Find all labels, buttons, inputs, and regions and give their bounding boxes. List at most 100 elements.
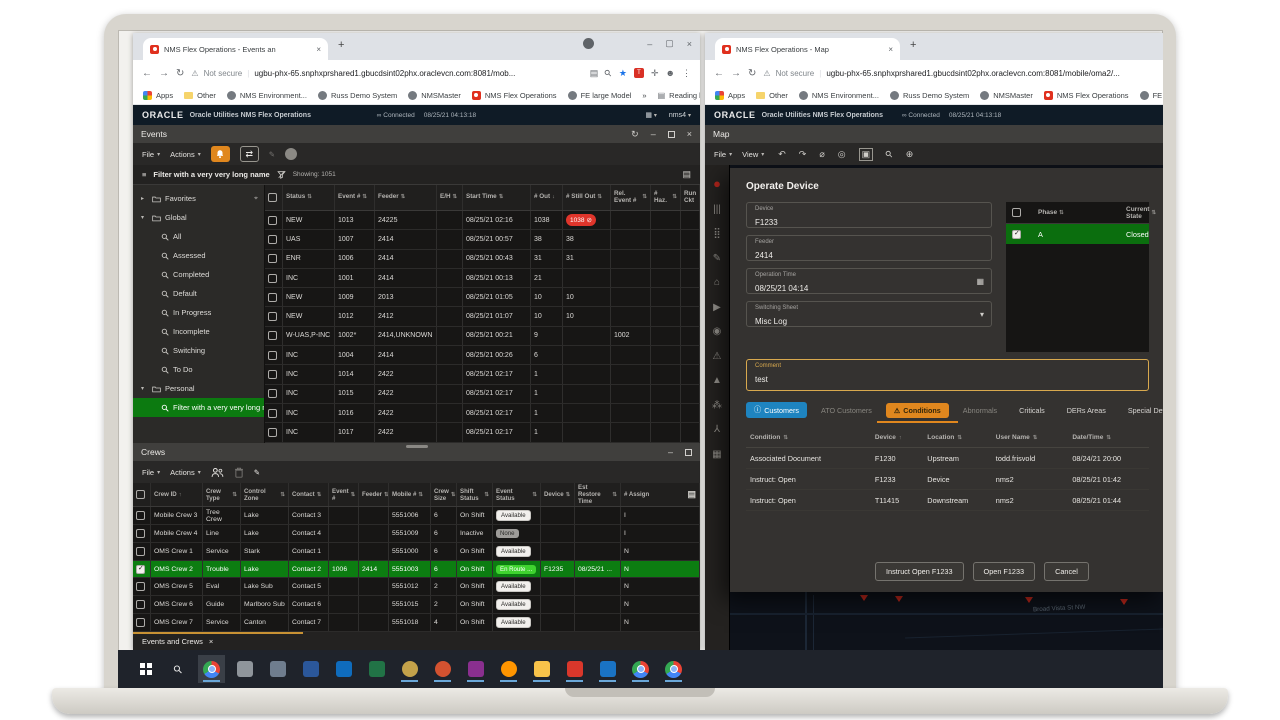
bookmark-star-icon[interactable]: ★: [618, 67, 627, 78]
bookmark-item[interactable]: NMSMaster: [980, 90, 1033, 100]
bookmark-item[interactable]: NMS Flex Operations: [1043, 90, 1129, 100]
tp-extension-icon[interactable]: T: [633, 68, 644, 78]
funnel-icon[interactable]: [276, 170, 286, 179]
tab-customers[interactable]: ⓘ Customers: [746, 402, 807, 418]
table-icon[interactable]: ▦: [712, 448, 722, 460]
event-row[interactable]: INC 1017 2422 08/25/21 02:17 1: [265, 423, 700, 443]
forward-icon[interactable]: →: [731, 67, 741, 79]
back-icon[interactable]: ←: [714, 67, 724, 79]
start-button[interactable]: [132, 655, 159, 683]
select-all-checkbox[interactable]: [1012, 208, 1021, 217]
chrome-update-icon[interactable]: [583, 38, 595, 49]
firefox-icon[interactable]: [495, 655, 522, 683]
crews-file-menu[interactable]: File ▾: [142, 467, 161, 477]
close-button[interactable]: ×: [686, 38, 692, 49]
app-gray-icon[interactable]: [231, 655, 258, 683]
map-device-symbol[interactable]: [895, 596, 903, 602]
row-checkbox[interactable]: [268, 331, 277, 341]
tab-criticals[interactable]: Criticals: [1019, 405, 1045, 415]
workspace-tab[interactable]: Events and Crews: [142, 636, 203, 646]
events-col-header[interactable]: E/H ⇅: [437, 185, 463, 210]
profile-icon[interactable]: ☻: [665, 68, 675, 78]
condition-row[interactable]: Instruct: Open T11415 Downstream nms2 08/25/…: [746, 490, 1149, 511]
event-row[interactable]: ENR 1006 2414 08/25/21 00:43 31 31: [265, 249, 700, 269]
row-checkbox[interactable]: [268, 312, 277, 322]
hide-icon[interactable]: ⌀: [819, 148, 825, 159]
bars-icon[interactable]: |||: [713, 203, 721, 215]
tree-item-global[interactable]: ▾ Global: [141, 213, 187, 222]
row-checkbox[interactable]: [268, 408, 277, 418]
reload-icon[interactable]: ↻: [176, 67, 185, 79]
bookmark-item[interactable]: Russ Demo System: [889, 90, 969, 100]
events-col-header[interactable]: Start Time ⇅: [463, 185, 531, 210]
trash-icon[interactable]: [234, 467, 244, 478]
condition-row[interactable]: Associated Document F1230 Upstream todd.fri…: [746, 448, 1149, 469]
row-checkbox[interactable]: [1012, 229, 1021, 239]
alert-icon[interactable]: ⚠: [712, 350, 722, 362]
conditions-col-header[interactable]: Device ↑: [874, 434, 902, 441]
tab-ato-customers[interactable]: ATO Customers: [820, 405, 872, 415]
crews-col-header[interactable]: Mobile # ⇅: [389, 483, 431, 507]
network-icon[interactable]: ⅄: [713, 424, 721, 435]
select-all-checkbox[interactable]: [268, 193, 277, 202]
undo-icon[interactable]: ↶: [778, 148, 786, 159]
crew-row[interactable]: Mobile Crew 4 Line Lake Contact 4 5551009 6 In…: [133, 524, 700, 543]
events-col-header[interactable]: # Still Out ⇅: [563, 185, 611, 210]
apps-grid-icon[interactable]: ▦ ▾: [645, 112, 657, 119]
bookmark-item[interactable]: NMSMaster: [408, 90, 461, 100]
bookmark-item[interactable]: NMS Flex Operations: [471, 90, 557, 100]
bookmark-item[interactable]: NMS Environment...: [226, 90, 307, 100]
tree-caret-icon[interactable]: ▾: [141, 386, 145, 392]
row-checkbox[interactable]: [268, 215, 277, 225]
tab-close-icon[interactable]: ×: [316, 44, 321, 54]
url-field[interactable]: ⚠ Not secure | ugbu-phx-65.snphxprshared…: [191, 68, 516, 78]
row-checkbox[interactable]: [268, 234, 277, 244]
row-checkbox[interactable]: [136, 600, 145, 610]
tab-conditions[interactable]: ⚠ Conditions: [876, 402, 958, 423]
person-icon[interactable]: ◉: [712, 326, 722, 337]
switching-sheet-select[interactable]: Switching Sheet Misc Log ▾: [746, 301, 992, 327]
events-actions-menu[interactable]: Actions ▾: [170, 149, 201, 159]
triangles-icon[interactable]: ▲: [712, 375, 722, 386]
operation-time-field[interactable]: Operation Time 08/25/21 04:14 ▦: [746, 268, 992, 294]
row-checkbox[interactable]: [136, 528, 145, 538]
map-file-menu[interactable]: File ▾: [714, 149, 733, 159]
map-device-symbol[interactable]: [1120, 599, 1128, 605]
tree-item-incomplete[interactable]: Incomplete: [133, 322, 264, 341]
tab-abnormals[interactable]: Abnormals: [962, 405, 998, 415]
excel-icon[interactable]: [363, 655, 390, 683]
map-device-symbol[interactable]: [860, 595, 868, 601]
crews-col-header[interactable]: Crew Type ⇅: [203, 483, 241, 507]
tree-item-assessed[interactable]: Assessed: [133, 246, 264, 265]
crews-people-icon[interactable]: [211, 467, 224, 478]
row-checkbox[interactable]: [268, 350, 277, 360]
tree-item-all[interactable]: All: [133, 227, 264, 246]
tree-item-default[interactable]: Default: [133, 284, 264, 303]
bookmark-item[interactable]: Other: [756, 91, 788, 100]
bookmark-item[interactable]: Apps: [715, 90, 745, 100]
bookmark-item[interactable]: ▤Reading list: [657, 90, 700, 100]
bookmark-item[interactable]: »: [642, 90, 647, 100]
row-checkbox[interactable]: [268, 427, 277, 437]
cancel-button[interactable]: Cancel: [1044, 562, 1089, 581]
crews-col-header[interactable]: Crew Size ⇅: [431, 483, 457, 507]
crowd-icon[interactable]: ⁂: [712, 399, 722, 411]
oracle-red-icon[interactable]: ●: [713, 176, 721, 191]
menu-kebab-icon[interactable]: ⋮: [682, 67, 691, 78]
file-explorer-icon[interactable]: [528, 655, 555, 683]
new-tab-button[interactable]: +: [338, 38, 345, 51]
viewer-icon[interactable]: ▣: [858, 147, 874, 161]
right-tab[interactable]: NMS Flex Operations - Map ×: [715, 38, 900, 60]
conditions-col-header[interactable]: Condition ⇅: [750, 434, 788, 441]
event-row[interactable]: INC 1014 2422 08/25/21 02:17 1: [265, 365, 700, 385]
table-settings-icon[interactable]: ▤: [682, 169, 691, 179]
crews-col-header[interactable]: Control Zone ⇅: [241, 483, 289, 507]
workspace-tab-close-icon[interactable]: ×: [208, 636, 214, 646]
maximize-panel-icon[interactable]: [667, 130, 675, 138]
crews-col-header[interactable]: Shift Status ⇅: [457, 483, 493, 507]
bookmark-item[interactable]: NMS Environment...: [798, 90, 879, 100]
crews-col-header[interactable]: Crew ID ↑: [151, 483, 203, 507]
paint-icon[interactable]: [396, 655, 423, 683]
